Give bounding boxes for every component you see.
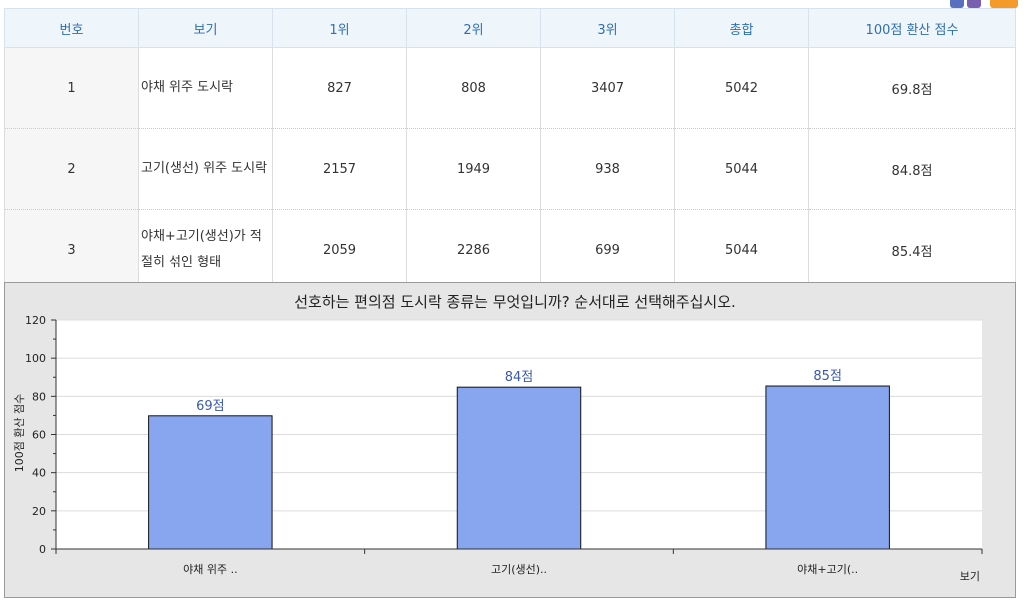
data-label: 69점 (196, 399, 225, 414)
bar (765, 385, 890, 550)
cell-score: 84.8점 (808, 128, 1016, 210)
y-tick-label: 120 (25, 314, 46, 327)
download-icon[interactable] (990, 0, 1018, 8)
header-score: 100점 환산 점수 (808, 8, 1016, 48)
bar-chart: 선호하는 편의점 도시락 종류는 무엇입니까? 순서대로 선택해주십시오. 보기… (13, 293, 983, 583)
cell-second: 808 (406, 47, 541, 129)
cell-third: 699 (540, 209, 675, 291)
table-row: 3 야채+고기(생선)가 적절히 섞인 형태 2059 2286 699 504… (4, 209, 1016, 291)
cell-option: 야채+고기(생선)가 적절히 섞인 형태 (138, 209, 273, 291)
header-third: 3위 (540, 8, 675, 48)
header-total: 총합 (674, 8, 809, 48)
y-tick-label: 80 (32, 390, 46, 403)
x-axis-label: 보기 (960, 570, 980, 583)
header-second: 2위 (406, 8, 541, 48)
table-row: 2 고기(생선) 위주 도시락 2157 1949 938 5044 84.8점 (4, 128, 1016, 210)
cell-total: 5044 (674, 209, 809, 291)
header-no: 번호 (4, 8, 139, 48)
chart-icon[interactable] (950, 0, 964, 8)
cell-no: 1 (4, 47, 139, 129)
cell-option: 야채 위주 도시락 (138, 47, 273, 129)
bar (148, 415, 273, 550)
cell-score: 85.4점 (808, 209, 1016, 291)
cell-option: 고기(생선) 위주 도시락 (138, 128, 273, 210)
bar (456, 386, 582, 550)
x-tick-label: 야채 위주 .. (183, 563, 237, 576)
chart-panel: 선호하는 편의점 도시락 종류는 무엇입니까? 순서대로 선택해주십시오. 보기… (4, 282, 1016, 598)
cell-total: 5044 (674, 128, 809, 210)
cell-third: 3407 (540, 47, 675, 129)
y-tick-label: 40 (32, 467, 46, 480)
cell-first: 2059 (272, 209, 407, 291)
header-first: 1위 (272, 8, 407, 48)
cell-third: 938 (540, 128, 675, 210)
header-option: 보기 (138, 8, 273, 48)
x-tick-label: 야채+고기(.. (797, 563, 858, 576)
cell-second: 2286 (406, 209, 541, 291)
cell-total: 5042 (674, 47, 809, 129)
cell-first: 2157 (272, 128, 407, 210)
cell-score: 69.8점 (808, 47, 1016, 129)
chart-alt-icon[interactable] (967, 0, 981, 8)
data-label: 85점 (813, 369, 842, 384)
cell-no: 2 (4, 128, 139, 210)
y-tick-label: 100 (25, 352, 46, 365)
results-table: 번호 보기 1위 2위 3위 총합 100점 환산 점수 1 야채 위주 도시락… (4, 8, 1016, 291)
data-label: 84점 (505, 370, 534, 385)
y-tick-label: 20 (32, 505, 46, 518)
cell-second: 1949 (406, 128, 541, 210)
y-tick-label: 60 (32, 429, 46, 442)
y-tick-label: 0 (39, 543, 46, 556)
x-tick-label: 고기(생선).. (491, 563, 547, 576)
cell-no: 3 (4, 209, 139, 291)
table-row: 1 야채 위주 도시락 827 808 3407 5042 69.8점 (4, 47, 1016, 129)
corner-icons (950, 0, 1018, 8)
chart-title: 선호하는 편의점 도시락 종류는 무엇입니까? 순서대로 선택해주십시오. (294, 293, 736, 311)
table-header-row: 번호 보기 1위 2위 3위 총합 100점 환산 점수 (4, 8, 1016, 48)
cell-first: 827 (272, 47, 407, 129)
y-axis-label: 100점 환산 점수 (13, 394, 26, 473)
